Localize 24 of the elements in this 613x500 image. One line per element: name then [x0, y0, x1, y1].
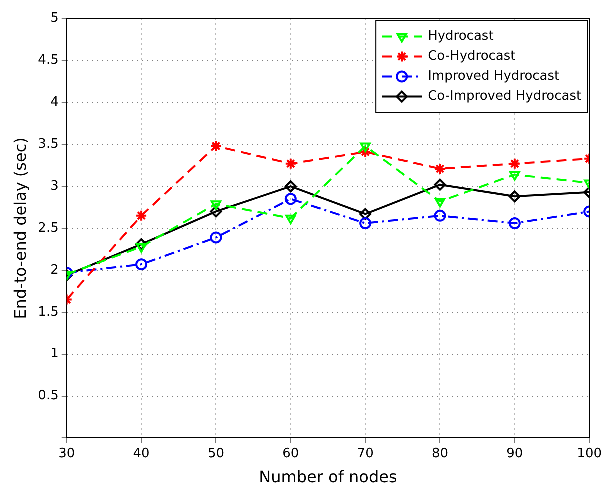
- y-tick-label: 5: [50, 11, 59, 26]
- x-tick-label: 50: [208, 446, 224, 462]
- x-tick-label: 90: [506, 446, 524, 462]
- y-tick-label: 4: [50, 95, 59, 110]
- y-tick-label: 0.5: [38, 388, 59, 404]
- y-tick-label: 4.5: [38, 53, 59, 68]
- x-tick-label: 30: [58, 446, 76, 462]
- y-axis-title: End-to-end delay (sec): [10, 138, 30, 320]
- legend-label: Hydrocast: [428, 29, 494, 44]
- legend-label: Improved Hydrocast: [428, 69, 560, 84]
- y-tick-label: 2.5: [38, 220, 59, 236]
- x-tick-label: 70: [357, 446, 374, 462]
- x-axis-title: Number of nodes: [259, 468, 398, 487]
- legend-label: Co-Hydrocast: [428, 49, 516, 64]
- y-tick-label: 3: [50, 178, 59, 194]
- y-tick-label: 1: [50, 346, 59, 362]
- x-tick-label: 100: [577, 446, 602, 462]
- x-tick-label: 60: [282, 446, 300, 462]
- legend-label: Co-Improved Hydrocast: [428, 89, 582, 104]
- x-tick-label: 40: [133, 446, 150, 462]
- x-tick-label: 80: [432, 446, 449, 462]
- y-tick-label: 3.5: [38, 136, 59, 152]
- y-tick-label: 1.5: [38, 304, 59, 320]
- y-tick-label: 2: [50, 262, 59, 278]
